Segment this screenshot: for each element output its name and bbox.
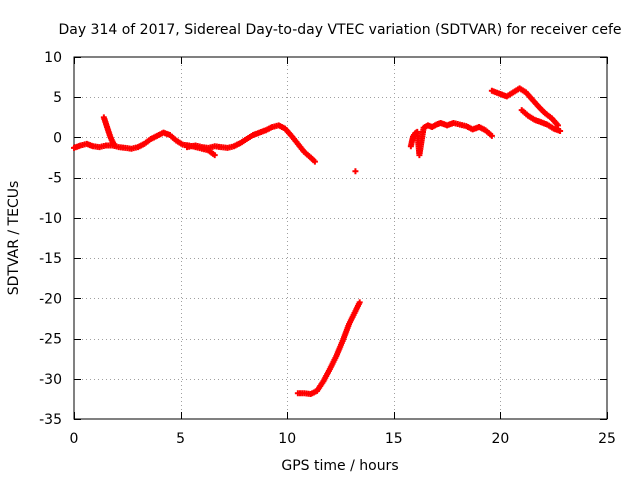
series-2 xyxy=(100,114,118,149)
axis-ticks xyxy=(74,57,608,420)
x-tick-label: 10 xyxy=(278,431,296,447)
x-tick-label: 0 xyxy=(70,431,79,447)
series-4 xyxy=(352,168,359,175)
data-series xyxy=(71,85,564,398)
x-axis-label: GPS time / hours xyxy=(281,458,398,474)
y-tick-label: 0 xyxy=(53,130,62,146)
x-tick-label: 15 xyxy=(385,431,403,447)
plot-frame xyxy=(73,56,608,420)
y-tick-label: -25 xyxy=(39,332,62,348)
y-tick-label: -20 xyxy=(39,291,62,307)
y-tick-label: -5 xyxy=(48,171,62,187)
y-tick-label: -30 xyxy=(39,372,62,388)
data-point xyxy=(211,152,218,159)
data-point xyxy=(111,142,118,149)
y-tick-label: -35 xyxy=(39,412,62,428)
series-6 xyxy=(407,119,495,159)
grid-lines xyxy=(74,57,607,419)
y-axis-label: SDTVAR / TECUs xyxy=(6,181,22,296)
tick-labels: 0 5 10 15 20 25 10 5 0 -5 -10 -15 -20 -25 -30 -35 xyxy=(39,50,616,447)
data-point xyxy=(352,168,359,175)
data-point xyxy=(356,299,363,306)
data-point xyxy=(488,132,495,139)
y-tick-label: 10 xyxy=(44,50,62,66)
series-5 xyxy=(294,299,363,398)
y-tick-label: -10 xyxy=(39,211,62,227)
y-tick-label: 5 xyxy=(53,90,62,106)
x-tick-label: 20 xyxy=(491,431,509,447)
x-tick-label: 5 xyxy=(176,431,185,447)
series-7 xyxy=(488,85,561,129)
chart-title: Day 314 of 2017, Sidereal Day-to-day VTE… xyxy=(58,22,621,38)
y-tick-label: -15 xyxy=(39,251,62,267)
x-tick-label: 25 xyxy=(598,431,616,447)
data-point xyxy=(557,128,564,135)
data-point xyxy=(311,158,318,165)
data-point xyxy=(554,122,561,129)
series-3 xyxy=(183,122,318,165)
series-8 xyxy=(518,107,564,135)
